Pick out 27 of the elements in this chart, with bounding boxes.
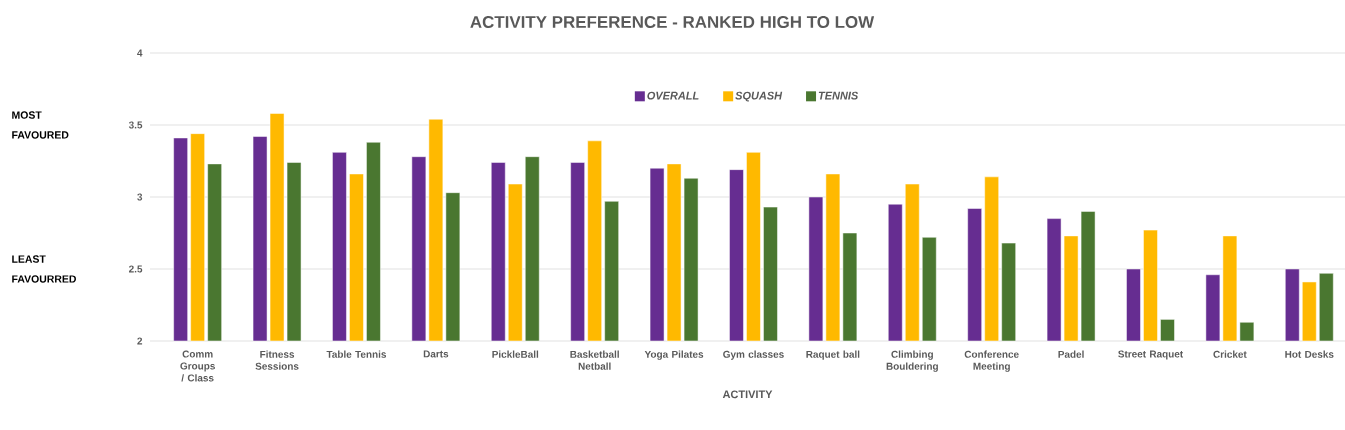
- x-tick-label: Raquet ball: [806, 350, 860, 360]
- legend-label: TENNIS: [818, 91, 859, 100]
- x-tick-label: Climbing Bouldering: [886, 350, 938, 372]
- y-tick-label: 3: [137, 193, 143, 201]
- x-tick-label: Street Raquet: [1118, 350, 1184, 360]
- x-tick-label: Cricket: [1213, 350, 1247, 358]
- x-tick-label: Conference Meeting: [964, 350, 1019, 372]
- legend-label: OVERALL: [647, 91, 699, 100]
- chart-title: ACTIVITY PREFERENCE - RANKED HIGH TO LOW: [470, 16, 875, 28]
- x-tick-label: Fitness Sessions: [255, 350, 299, 370]
- y-tick-label: 2.5: [128, 265, 143, 273]
- x-axis-title: ACTIVITY: [722, 390, 773, 399]
- x-tick-label: PickleBall: [492, 350, 539, 358]
- y-tick-label: 4: [137, 49, 143, 57]
- y-tick-label: 2: [137, 337, 143, 345]
- x-tick-label: Darts: [423, 350, 449, 358]
- text: MOST FAVOURED: [12, 111, 69, 139]
- x-tick-label: Gym classes: [723, 350, 784, 360]
- legend-label: SQUASH: [735, 91, 783, 102]
- text: LEAST FAVOURRED: [12, 255, 76, 283]
- x-tick-label: Hot Desks: [1285, 350, 1334, 358]
- y-tick-label: 3.5: [128, 121, 143, 129]
- x-tick-label: Comm Groups / Class: [180, 350, 215, 382]
- x-tick-label: Yoga Pilates: [644, 350, 704, 360]
- x-tick-label: Basketball Netball: [570, 350, 619, 370]
- x-tick-label: Padel: [1058, 350, 1084, 358]
- x-tick-label: Table Tennis: [326, 350, 387, 358]
